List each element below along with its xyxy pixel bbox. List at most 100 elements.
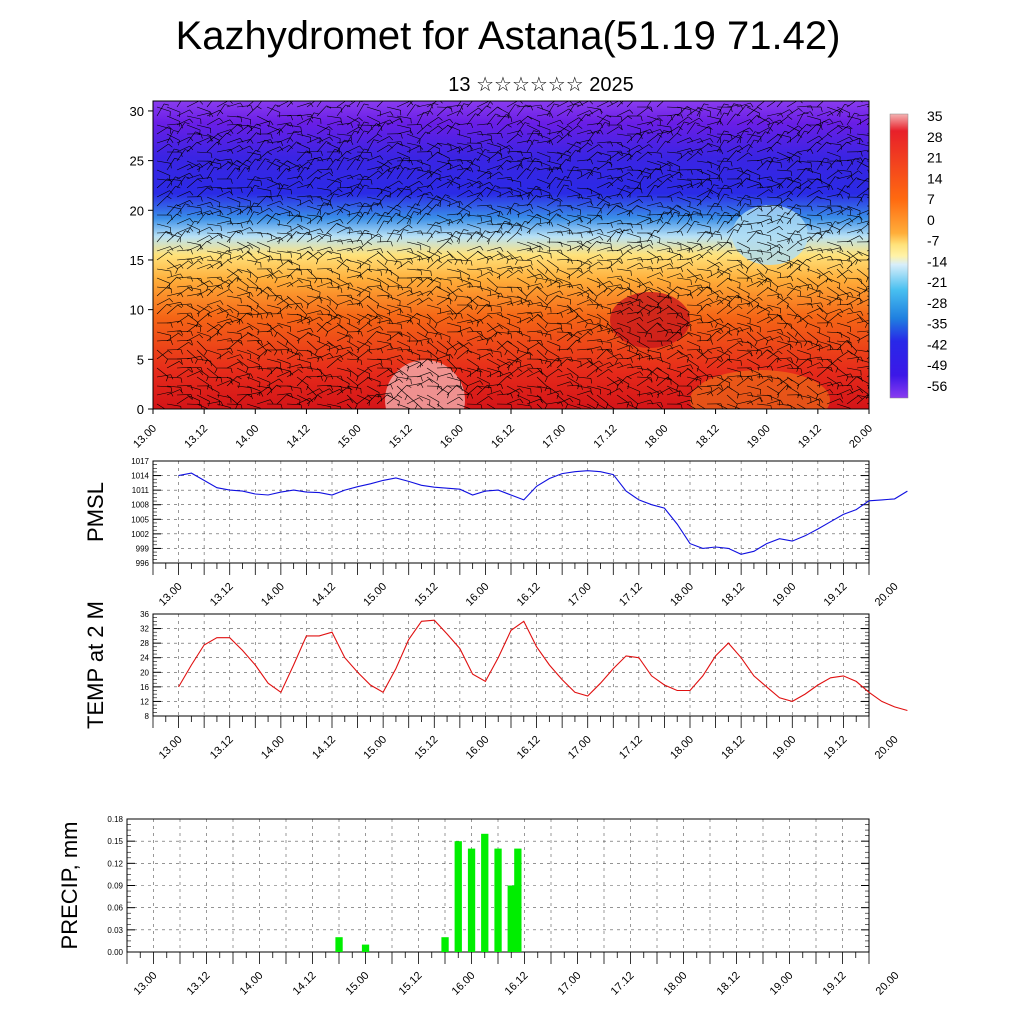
wind-barb [816, 111, 831, 117]
wind-barb [396, 340, 410, 348]
wind-barb-flag [174, 157, 180, 160]
wind-barb [566, 331, 580, 339]
wind-barb [276, 160, 288, 171]
wind-barb-flag [398, 378, 403, 383]
wind-barb [326, 403, 341, 408]
wind-barb-flag [699, 112, 701, 118]
wind-barb [296, 114, 311, 117]
wind-barb-flag [709, 283, 711, 289]
wind-barb-flag [388, 369, 393, 373]
wind-barb [476, 169, 491, 175]
wind-barb [466, 385, 478, 396]
wind-barb-flag [544, 359, 548, 365]
wind-barb [606, 284, 621, 288]
wind-barb-flag [179, 264, 184, 269]
wind-barb-flag [449, 253, 454, 259]
wind-barb-flag [804, 130, 810, 133]
wind-barb [506, 349, 519, 359]
wind-barb [196, 367, 209, 377]
wind-barb-flag [720, 346, 724, 352]
wind-barb [226, 277, 238, 288]
wind-barb [626, 205, 638, 216]
wind-barb-flag [349, 334, 354, 339]
wind-barb-flag [808, 314, 813, 319]
wind-barb [606, 126, 620, 135]
wind-barb [746, 106, 760, 114]
wind-barb-flag [509, 191, 514, 196]
wind-barb-flag [279, 200, 284, 206]
wind-barb [686, 241, 701, 245]
wind-barb-flag [420, 383, 424, 389]
wind-barb-flag [165, 359, 168, 364]
wind-barb [276, 260, 289, 270]
wind-barb [596, 246, 611, 252]
wind-barb [786, 101, 798, 108]
wind-barb-flag [336, 222, 342, 226]
wind-barb-flag [500, 133, 503, 139]
wind-barb [506, 322, 521, 329]
wind-barb [606, 178, 618, 189]
wind-barb [826, 295, 841, 301]
wind-barb [176, 341, 189, 351]
wind-barb-flag [797, 242, 803, 246]
wind-barb [436, 194, 446, 207]
wind-barb [586, 313, 601, 319]
wind-barb [636, 377, 649, 387]
wind-barb [186, 124, 201, 131]
wind-barb [766, 196, 782, 199]
wind-barb-flag [788, 239, 790, 245]
wind-barb-flag [509, 372, 514, 377]
wind-barb-flag [733, 229, 739, 231]
wind-barb-flag [480, 147, 484, 153]
wind-barb [556, 176, 566, 189]
wind-barb [726, 358, 741, 361]
wind-barb-flag [333, 193, 339, 196]
wind-barb [706, 327, 721, 333]
wind-barb-flag [719, 290, 724, 295]
wind-barb [826, 340, 841, 345]
wind-barb-flag [610, 223, 613, 228]
wind-barb-flag [779, 226, 784, 231]
wind-barb-flag [620, 301, 624, 307]
wind-barb-flag [403, 229, 409, 231]
wind-barb-flag [239, 145, 244, 150]
wind-barb [186, 223, 200, 231]
wind-barb-flag [809, 371, 814, 376]
wind-barb [316, 212, 326, 225]
wind-barb-flag [858, 215, 863, 220]
wind-barb-flag [688, 116, 693, 121]
wind-barb [346, 340, 360, 349]
wind-barb-flag [848, 194, 850, 200]
wind-barb [776, 376, 789, 386]
wind-barb-flag [240, 255, 244, 260]
wind-barb-flag [188, 396, 193, 400]
wind-barb-flag [600, 109, 602, 115]
wind-barb-flag [200, 196, 203, 202]
wind-barb [476, 139, 491, 144]
wind-barb-flag [307, 251, 313, 255]
wind-barb [506, 232, 518, 243]
wind-barb-flag [429, 110, 434, 115]
wind-barb-flag [727, 350, 733, 354]
wind-barb [276, 394, 288, 405]
wind-barb-flag [824, 157, 830, 160]
wind-barb-flag [770, 395, 773, 401]
wind-barb-flag [390, 359, 393, 365]
wind-barb-flag [419, 355, 421, 361]
wind-barb-flag [871, 320, 873, 324]
wind-barb [236, 325, 250, 333]
wind-barb [226, 196, 241, 203]
y-tick-label: 5 [137, 352, 144, 367]
wind-barb [636, 281, 651, 288]
wind-barb [676, 332, 689, 342]
wind-barb [486, 325, 500, 333]
wind-barb [826, 223, 840, 231]
wind-barb-flag [359, 173, 364, 179]
wind-barb [616, 109, 630, 117]
wind-barb-flag [224, 104, 230, 107]
wind-barb-flag [678, 171, 683, 176]
wind-barb [686, 253, 700, 261]
wind-barb [316, 232, 328, 243]
wind-barb-flag [260, 206, 263, 212]
wind-barb-flag [437, 250, 443, 255]
